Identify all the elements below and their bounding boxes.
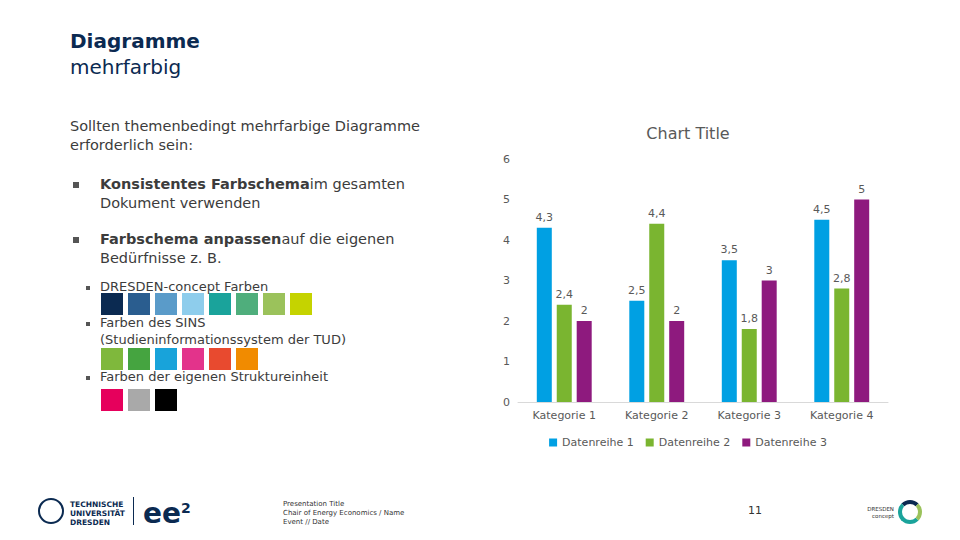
svg-text:Kategorie 2: Kategorie 2 [625, 409, 688, 422]
svg-text:Datenreihe 3: Datenreihe 3 [755, 436, 827, 449]
svg-text:Datenreihe 2: Datenreihe 2 [659, 436, 731, 449]
html-text:Diagramme: Diagramme [70, 29, 200, 53]
html-text:Sollten themenbedingt mehrfarb: Sollten themenbedingt mehrfarbige Diagra… [70, 118, 420, 153]
html-text:UNIVERSITÄT: UNIVERSITÄT [70, 509, 125, 518]
svg-text:5: 5 [503, 193, 510, 206]
html-text:2: 2 [181, 500, 191, 516]
svg-text:2: 2 [503, 315, 510, 328]
svg-text:Kategorie 1: Kategorie 1 [533, 409, 596, 422]
html-text:TECHNISCHE: TECHNISCHE [70, 500, 124, 509]
html-text:Chair of Energy Economics / Na: Chair of Energy Economics / Name [283, 509, 405, 517]
svg-text:4,3: 4,3 [536, 211, 554, 224]
html-text:mehrfarbig: mehrfarbig [70, 55, 182, 79]
html-text:Konsistentes Farbschema im ges: Konsistentes Farbschema im gesamten Doku… [100, 176, 405, 211]
html-text:concept: concept [872, 513, 894, 519]
html-text:Farben der eigenen Strukturein: Farben der eigenen Struktureinheit [100, 369, 329, 384]
svg-text:4,5: 4,5 [813, 203, 831, 216]
html-text:Farben des SINS (Studieninform: Farben des SINS (Studieninformationssyst… [100, 315, 346, 347]
html-text:DRESDEN: DRESDEN [70, 518, 111, 527]
svg-text:2: 2 [581, 304, 588, 317]
svg-text:3,5: 3,5 [721, 243, 739, 256]
svg-text:6: 6 [503, 153, 510, 166]
html-text:11: 11 [748, 504, 762, 517]
svg-text:Chart Title: Chart Title [646, 124, 729, 143]
svg-text:0: 0 [503, 396, 510, 409]
svg-text:2: 2 [673, 304, 680, 317]
html-text:DRESDEN-concept Farben: DRESDEN-concept Farben [100, 279, 269, 294]
svg-text:1: 1 [503, 355, 510, 368]
html-text:Presentation Title: Presentation Title [283, 500, 345, 508]
html-text:DRESDEN: DRESDEN [867, 506, 894, 512]
svg-text:Kategorie 3: Kategorie 3 [718, 409, 781, 422]
html-text:Event // Date: Event // Date [283, 518, 329, 526]
svg-text:5: 5 [858, 183, 865, 196]
svg-text:2,8: 2,8 [833, 272, 851, 285]
html-text:ee: ee [143, 497, 181, 531]
svg-text:4: 4 [503, 234, 510, 247]
svg-text:3: 3 [503, 274, 510, 287]
svg-text:Kategorie 4: Kategorie 4 [810, 409, 873, 422]
svg-text:1,8: 1,8 [741, 312, 759, 325]
svg-text:3: 3 [766, 264, 773, 277]
svg-text:4,4: 4,4 [648, 207, 666, 220]
svg-text:2,4: 2,4 [556, 288, 574, 301]
svg-text:2,5: 2,5 [628, 284, 646, 297]
svg-text:Datenreihe 1: Datenreihe 1 [562, 436, 634, 449]
html-text:Farbschema anpassen auf die ei: Farbschema anpassen auf die eigenen Bedü… [100, 231, 395, 266]
